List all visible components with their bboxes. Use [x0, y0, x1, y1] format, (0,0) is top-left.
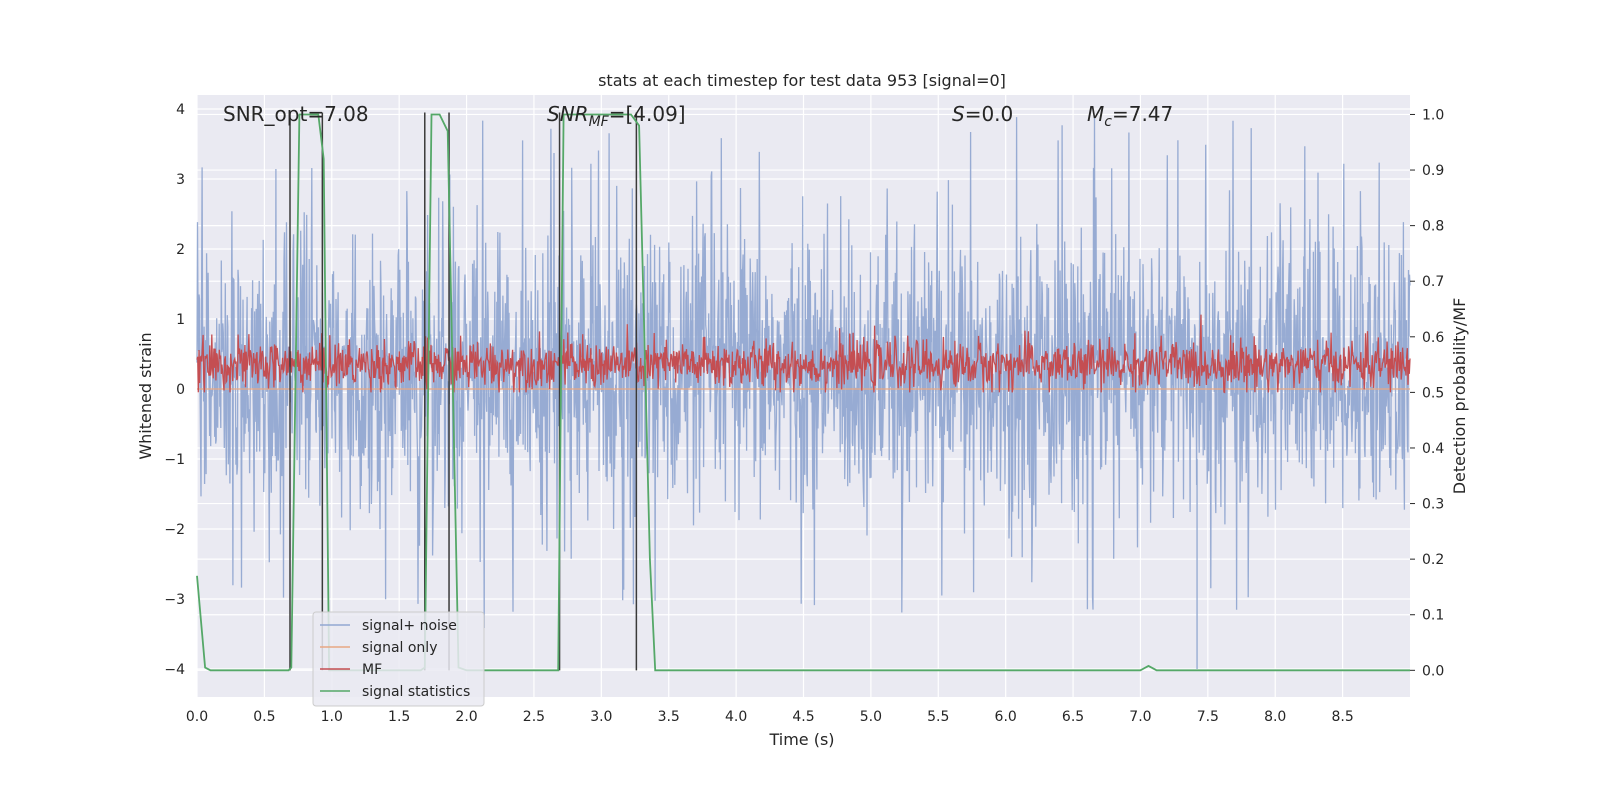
y-tick-label: 1: [176, 312, 185, 328]
y2-tick-label: 1.0: [1422, 107, 1444, 123]
y-tick-label: 4: [176, 102, 185, 118]
axes: 0.0 0.5 1.0 1.5 2.0 2.5 3.0 3.5 4.0 4.5 5.0 5.5 6.0 6…: [164, 102, 1444, 725]
chart-title: stats at each timestep for test data 953…: [598, 71, 1006, 90]
annotation-mc-value: =7.47: [1112, 102, 1173, 126]
x-tick-label: 8.0: [1264, 709, 1286, 725]
annotation-mc-symbol: M: [1087, 102, 1104, 126]
legend-box: [312, 611, 485, 707]
series-signal-noise: [196, 115, 1411, 669]
line-signal-statistics: [196, 113, 1410, 672]
x-tick-label: 1.5: [388, 709, 410, 725]
y2-tick-label: 0.6: [1422, 330, 1444, 346]
y2-tick-label: 0.0: [1422, 663, 1444, 679]
series-signal-statistics: [196, 113, 1410, 672]
y-axis-label: Whitened strain: [136, 332, 155, 459]
x-tick-label: 7.5: [1197, 709, 1219, 725]
line-signal-noise: [196, 115, 1411, 629]
annotation-snr-mf-symbol: SNR: [547, 102, 589, 126]
annotation-snr-opt: SNR_opt=7.08: [223, 102, 369, 126]
y2-tick-label: 0.5: [1422, 385, 1444, 401]
y2-tick-label: 0.3: [1422, 497, 1444, 513]
x-tick-label: 7.0: [1129, 709, 1151, 725]
annotation-snr-mf-value: =[4.09]: [609, 102, 686, 126]
annotation-s-value: =0.0: [965, 102, 1014, 126]
x-tick-label: 4.0: [725, 709, 747, 725]
x-tick-label: 6.0: [995, 709, 1017, 725]
y-tick-label: −2: [164, 522, 185, 538]
annotation-snr-mf: SNRMF=[4.09]: [547, 102, 686, 130]
series-mf: [196, 314, 1411, 394]
y-tick-label: 2: [176, 242, 185, 258]
y2-tick-label: 0.8: [1422, 219, 1444, 235]
y2-tick-label: 0.9: [1422, 163, 1444, 179]
x-tick-label: 4.5: [792, 709, 814, 725]
annotation-mc: Mc=7.47: [1087, 102, 1173, 130]
annotation-snr-mf-subscript: MF: [589, 114, 610, 130]
legend: signal+ noise signal only MF signal stat…: [312, 611, 485, 707]
legend-label-mf: MF: [362, 662, 382, 678]
y2-tick-label: 0.4: [1422, 441, 1444, 457]
x-tick-label: 3.5: [658, 709, 680, 725]
y2-axis-label: Detection probability/MF: [1450, 298, 1469, 495]
line-mf: [196, 314, 1411, 394]
annotation-s: S=0.0: [952, 102, 1013, 126]
x-tick-label: 3.0: [590, 709, 612, 725]
legend-label-signal-statistics: signal statistics: [362, 684, 470, 700]
y-tick-label: 3: [176, 172, 185, 188]
y2-tick-label: 0.1: [1422, 608, 1444, 624]
annotation-s-symbol: S: [952, 102, 965, 126]
y-tick-label: 0: [176, 382, 185, 398]
x-tick-label: 8.5: [1331, 709, 1353, 725]
x-tick-label: 0.0: [186, 709, 208, 725]
y2-tick-label: 0.2: [1422, 552, 1444, 568]
y-tick-label: −1: [164, 452, 185, 468]
x-tick-label: 0.5: [253, 709, 275, 725]
y-tick-label: −3: [164, 592, 185, 608]
x-tick-label: 5.0: [860, 709, 882, 725]
x-axis-label: Time (s): [768, 730, 834, 749]
x-tick-label: 5.5: [927, 709, 949, 725]
x-tick-label: 1.0: [321, 709, 343, 725]
annotation-mc-subscript: c: [1104, 114, 1112, 130]
x-tick-label: 6.5: [1062, 709, 1084, 725]
x-tick-label: 2.5: [523, 709, 545, 725]
legend-label-signal-only: signal only: [362, 640, 437, 656]
y2-tick-label: 0.7: [1422, 274, 1444, 290]
legend-label-signal-noise: signal+ noise: [362, 618, 457, 634]
x-tick-label: 2.0: [455, 709, 477, 725]
y-tick-label: −4: [164, 662, 185, 678]
